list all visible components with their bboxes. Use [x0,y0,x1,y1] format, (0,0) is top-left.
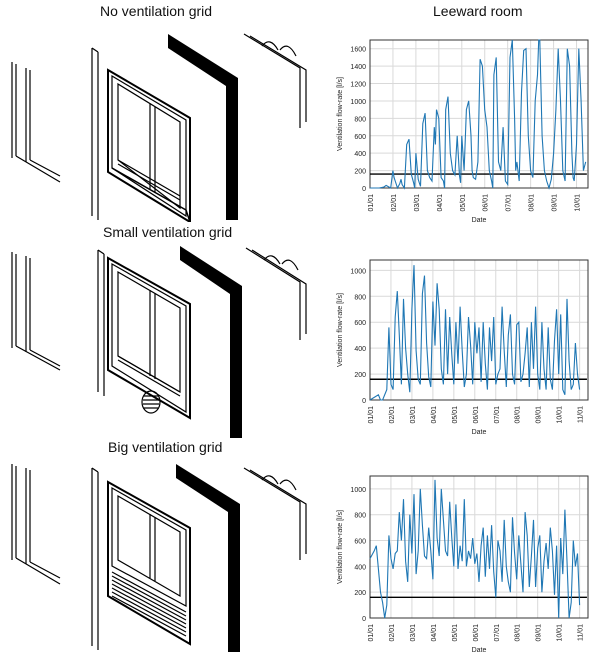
x-axis-label: Date [472,429,487,436]
x-tick-label: 03/01 [410,406,417,424]
x-tick-label: 02/01 [389,624,396,642]
x-tick-label: 01/01 [368,406,375,424]
facade-drawing-big-grid [11,464,307,652]
y-tick-label: 800 [354,116,366,123]
x-tick-label: 04/01 [431,624,438,642]
x-tick-label: 02/01 [391,194,398,212]
y-tick-label: 600 [354,320,366,327]
y-tick-label: 1000 [350,99,366,106]
facade-drawing-no-grid [11,33,307,222]
x-tick-label: 05/01 [452,406,459,424]
y-tick-label: 800 [354,513,366,520]
x-tick-label: 06/01 [473,624,480,642]
x-tick-label: 07/01 [494,624,501,642]
x-tick-label: 04/01 [431,406,438,424]
plot-frame [369,39,589,189]
y-tick-label: 400 [354,564,366,571]
y-tick-label: 0 [362,616,366,623]
big-ventilation-grid-title: Big ventilation grid [108,439,223,455]
y-tick-label: 400 [354,346,366,353]
x-tick-label: 10/01 [557,406,564,424]
x-axis-label: Date [472,647,487,652]
y-tick-label: 200 [354,590,366,597]
y-axis-label: Ventilation flow-rate [l/s] [337,77,344,151]
flow-rate-series-line [369,265,581,401]
y-tick-label: 600 [354,134,366,141]
x-tick-label: 05/01 [452,624,459,642]
plot-frame [369,475,589,619]
y-tick-label: 1200 [350,82,366,89]
x-tick-label: 06/01 [483,194,490,212]
y-tick-label: 800 [354,294,366,301]
y-tick-label: 400 [354,151,366,158]
x-tick-label: 02/01 [389,406,396,424]
small-ventilation-grid-title: Small ventilation grid [103,224,233,240]
flow-rate-series-line [369,479,581,619]
y-tick-label: 0 [362,186,366,193]
x-tick-label: 01/01 [368,194,375,212]
x-tick-label: 08/01 [529,194,536,212]
x-tick-label: 07/01 [506,194,513,212]
y-tick-label: 1000 [350,268,366,275]
chart-leeward-no-grid: 0 200 400 600 800 1000 1200 1400 1600 01/01 02/01 0… [337,39,589,224]
facade-drawing-small-grid [11,246,307,438]
flow-rate-series-line [370,39,587,190]
x-tick-label: 08/01 [515,406,522,424]
x-tick-label: 03/01 [414,194,421,212]
y-tick-label: 1000 [350,487,366,494]
y-tick-label: 600 [354,539,366,546]
x-tick-label: 07/01 [494,406,501,424]
x-tick-label: 10/01 [575,194,582,212]
x-tick-label: 11/01 [578,624,585,641]
x-tick-label: 06/01 [473,406,480,424]
y-tick-label: 1600 [350,47,366,54]
x-tick-label: 09/01 [552,194,559,212]
y-tick-label: 0 [362,398,366,405]
x-tick-label: 04/01 [437,194,444,212]
x-tick-label: 03/01 [410,624,417,642]
no-ventilation-grid-title: No ventilation grid [100,3,213,19]
leeward-room-title: Leeward room [433,3,523,19]
x-tick-label: 08/01 [515,624,522,642]
chart-leeward-big-grid: 0 200 400 600 800 1000 01/01 02/01 03/01 04/01 05/… [337,475,589,652]
y-tick-label: 200 [354,169,366,176]
x-tick-label: 01/01 [368,624,375,642]
x-tick-label: 09/01 [536,624,543,642]
x-tick-label: 10/01 [557,624,564,642]
x-tick-label: 05/01 [460,194,467,212]
x-tick-label: 11/01 [578,406,585,423]
y-axis-label: Ventilation flow-rate [l/s] [337,293,344,367]
x-tick-label: 09/01 [536,406,543,424]
plot-frame [369,259,589,401]
y-tick-label: 200 [354,372,366,379]
chart-leeward-small-grid: 0 200 400 600 800 1000 01/01 02/01 03/01 04/01 05/… [337,259,589,436]
y-axis-label: Ventilation flow-rate [l/s] [337,510,344,584]
x-axis-label: Date [472,217,487,224]
y-tick-label: 1400 [350,64,366,71]
